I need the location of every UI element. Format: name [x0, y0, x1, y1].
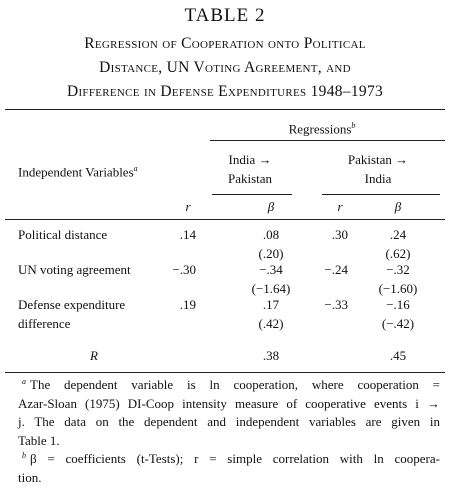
- rule: [210, 140, 445, 141]
- sub-header: β: [267, 199, 275, 214]
- column-header: Pakistan: [227, 171, 273, 186]
- row-label: R: [90, 348, 98, 363]
- footnote-mark: b: [22, 451, 26, 460]
- footnote-line: Azar-Sloan (1975) DI-Coop intensity meas…: [18, 395, 440, 411]
- rule: [212, 194, 292, 195]
- subtitle-line: Difference in Defense Expenditures 1948–…: [66, 83, 384, 100]
- footnote-mark: b: [351, 121, 356, 130]
- cell: (−1.64): [251, 281, 291, 296]
- cell: .19: [179, 297, 196, 312]
- cell: .38: [262, 348, 280, 363]
- cell: .14: [179, 227, 196, 242]
- stub-header: Independent Variablesa: [18, 160, 138, 181]
- rule: [5, 219, 445, 220]
- cell: .17: [262, 297, 280, 312]
- cell: .45: [389, 348, 407, 363]
- sub-header: r: [337, 199, 343, 214]
- cell: (−1.60): [378, 281, 418, 296]
- cell: −.32: [386, 262, 410, 277]
- cell: (.42): [258, 316, 284, 331]
- footnote-line: β = coefficients (t-Tests); r = simple c…: [30, 451, 440, 466]
- footnote-line: j. The data on the dependent and indepen…: [18, 414, 440, 429]
- cell: (.62): [385, 246, 411, 261]
- row-label: Defense expenditure: [18, 297, 126, 312]
- rule: [5, 372, 445, 373]
- cell: .08: [262, 227, 280, 242]
- cell: (.20): [258, 246, 284, 261]
- cell: .24: [389, 227, 407, 242]
- sub-header: β: [394, 199, 402, 214]
- rule: [5, 109, 445, 110]
- column-header: Pakistan →: [347, 152, 409, 167]
- footnote-line: Table 1.: [18, 432, 60, 448]
- footnote-line: tion.: [18, 469, 42, 485]
- footnote-mark: a: [22, 377, 26, 386]
- footnote-line: The dependent variable is ln cooperation…: [30, 377, 440, 392]
- footnote-mark: a: [133, 164, 138, 173]
- cell: .30: [331, 227, 348, 242]
- cell: −.34: [259, 262, 283, 277]
- table-title: TABLE 2: [184, 5, 266, 26]
- cell: −.30: [172, 262, 196, 277]
- rule: [322, 194, 440, 195]
- row-label: UN voting agreement: [18, 262, 131, 277]
- stub-label: Independent Variables: [18, 164, 134, 180]
- row-label: Political distance: [18, 227, 108, 242]
- group-label: Regressions: [288, 121, 352, 137]
- cell: −.33: [324, 297, 348, 312]
- column-header: India: [364, 171, 392, 186]
- subtitle-line: Regression of Cooperation onto Political: [84, 35, 366, 52]
- sub-header: r: [185, 199, 191, 214]
- column-header: India →: [228, 152, 272, 167]
- cell: −.24: [324, 262, 348, 277]
- group-header: Regressionsb: [289, 117, 356, 138]
- cell: −.16: [386, 297, 410, 312]
- row-label: difference: [18, 316, 71, 331]
- subtitle-line: Distance, UN Voting Agreement, and: [99, 59, 351, 76]
- cell: (−.42): [381, 316, 415, 331]
